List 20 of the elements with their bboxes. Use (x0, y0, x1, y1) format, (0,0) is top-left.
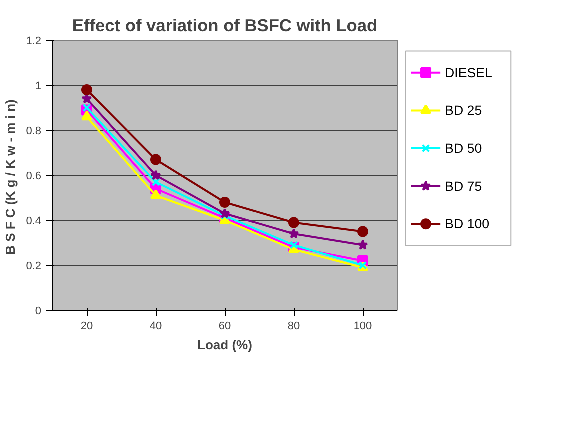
y-tick-label: 0.4 (26, 216, 42, 228)
legend-label: BD 25 (445, 103, 482, 118)
x-tick-label: 100 (354, 320, 372, 332)
y-tick-label: 1.2 (26, 36, 42, 48)
y-axis-title: B S F C (K g / K w - m i n) (3, 100, 18, 255)
x-tick-label: 60 (218, 320, 232, 332)
legend-label: BD 50 (445, 141, 482, 156)
y-tick-label: 0 (35, 306, 42, 318)
y-tick-label: 0.8 (26, 126, 42, 138)
legend-label: DIESEL (445, 65, 492, 80)
x-tick-label: 40 (150, 320, 162, 332)
x-tick-label: 80 (288, 320, 300, 332)
x-axis-title: Load (%) (198, 338, 252, 352)
legend-label: BD 75 (445, 178, 482, 194)
legend-label: BD 100 (445, 216, 490, 232)
y-tick-label: 1 (35, 80, 42, 92)
y-tick-label: 0.2 (26, 260, 42, 272)
y-tick-label: 0.6 (26, 170, 42, 182)
x-tick-label: 20 (80, 320, 94, 332)
chart-title: Effect of variation of BSFC with Load (72, 16, 378, 36)
